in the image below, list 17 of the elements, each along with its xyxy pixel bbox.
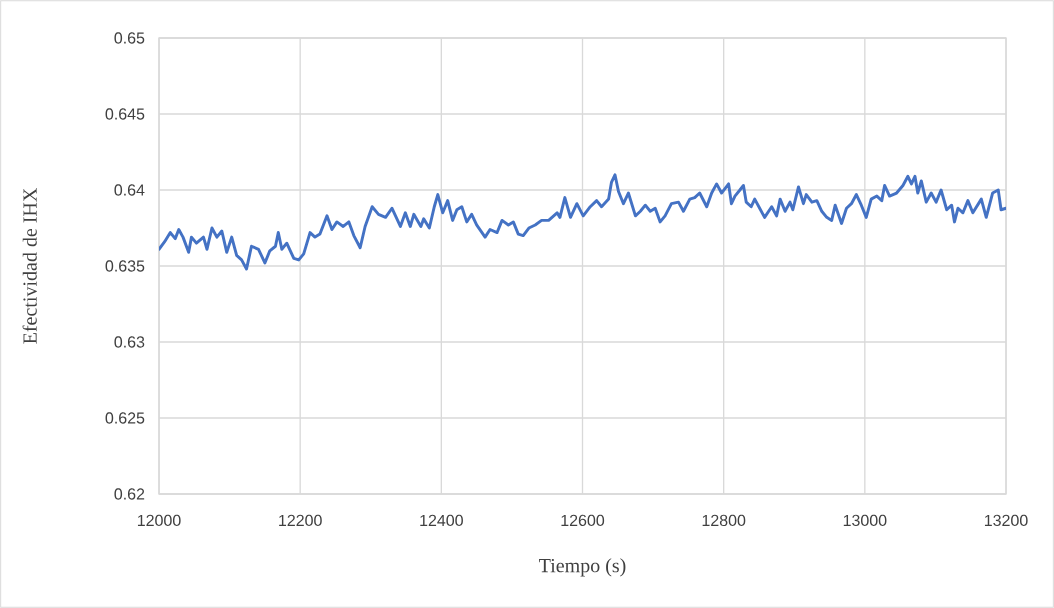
y-tick-label: 0.64 bbox=[114, 184, 145, 196]
y-tick-label: 0.645 bbox=[105, 108, 145, 120]
x-axis-title: Tiempo (s) bbox=[539, 558, 626, 577]
x-tick-label: 12800 bbox=[702, 514, 746, 527]
y-tick-label: 0.635 bbox=[105, 260, 145, 272]
x-tick-label: 12200 bbox=[279, 514, 322, 527]
x-tick-label: 12600 bbox=[561, 514, 605, 527]
x-tick-label: 13000 bbox=[843, 514, 887, 527]
y-tick-label: 0.65 bbox=[114, 32, 145, 44]
y-tick-label: 0.62 bbox=[114, 488, 145, 500]
line-series bbox=[159, 173, 1007, 271]
x-tick-label: 12400 bbox=[420, 514, 463, 527]
x-tick-label: 12000 bbox=[137, 514, 181, 527]
y-axis-title: Efectividad de IHX bbox=[22, 188, 37, 344]
y-tick-label: 0.625 bbox=[105, 412, 145, 424]
x-tick-label: 13200 bbox=[984, 514, 1028, 527]
y-tick-label: 0.63 bbox=[114, 336, 145, 348]
